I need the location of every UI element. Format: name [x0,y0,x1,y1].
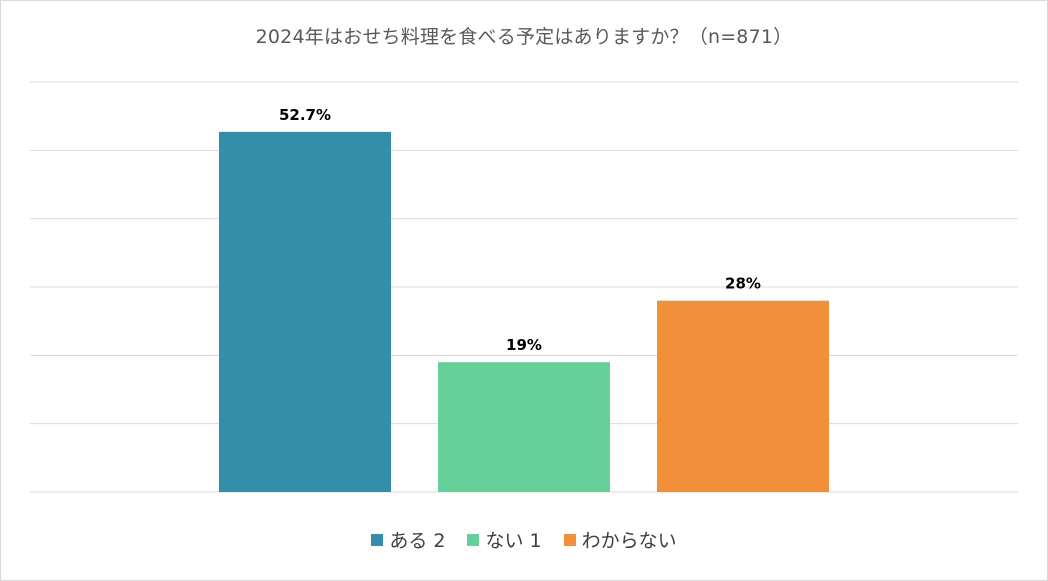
bar-data-labels: 52.7% 19% 28% [279,106,761,354]
bar-nai [438,362,610,492]
legend-item-wakaranai: わからない [563,526,677,553]
legend-item-nai: ない 1 [467,526,542,553]
legend-swatch-aru [371,533,384,546]
legend: ある 2 ない 1 わからない [0,526,1048,553]
bar-label-aru: 52.7% [279,106,331,124]
legend-swatch-nai [467,533,480,546]
legend-label-aru: ある 2 [389,530,446,552]
bar-wakaranai [657,300,829,492]
chart-title: 2024年はおせち料理を食べる予定はありますか？（n=871） [255,26,793,48]
bar-aru [219,131,391,492]
legend-swatch-wakaranai [563,533,576,546]
bar-label-wakaranai: 28% [725,275,761,293]
legend-item-aru: ある 2 [371,526,445,553]
legend-label-wakaranai: わからない [581,530,677,552]
bar-label-nai: 19% [506,336,542,354]
bars [219,131,829,492]
gridlines [30,81,1018,493]
legend-label-nai: ない 1 [485,530,542,552]
